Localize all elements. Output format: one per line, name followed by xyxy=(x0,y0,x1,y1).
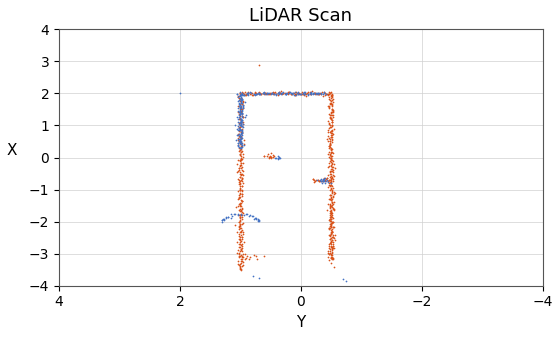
Y-axis label: X: X xyxy=(7,143,17,157)
Title: LiDAR Scan: LiDAR Scan xyxy=(249,7,352,25)
X-axis label: Y: Y xyxy=(296,315,306,330)
